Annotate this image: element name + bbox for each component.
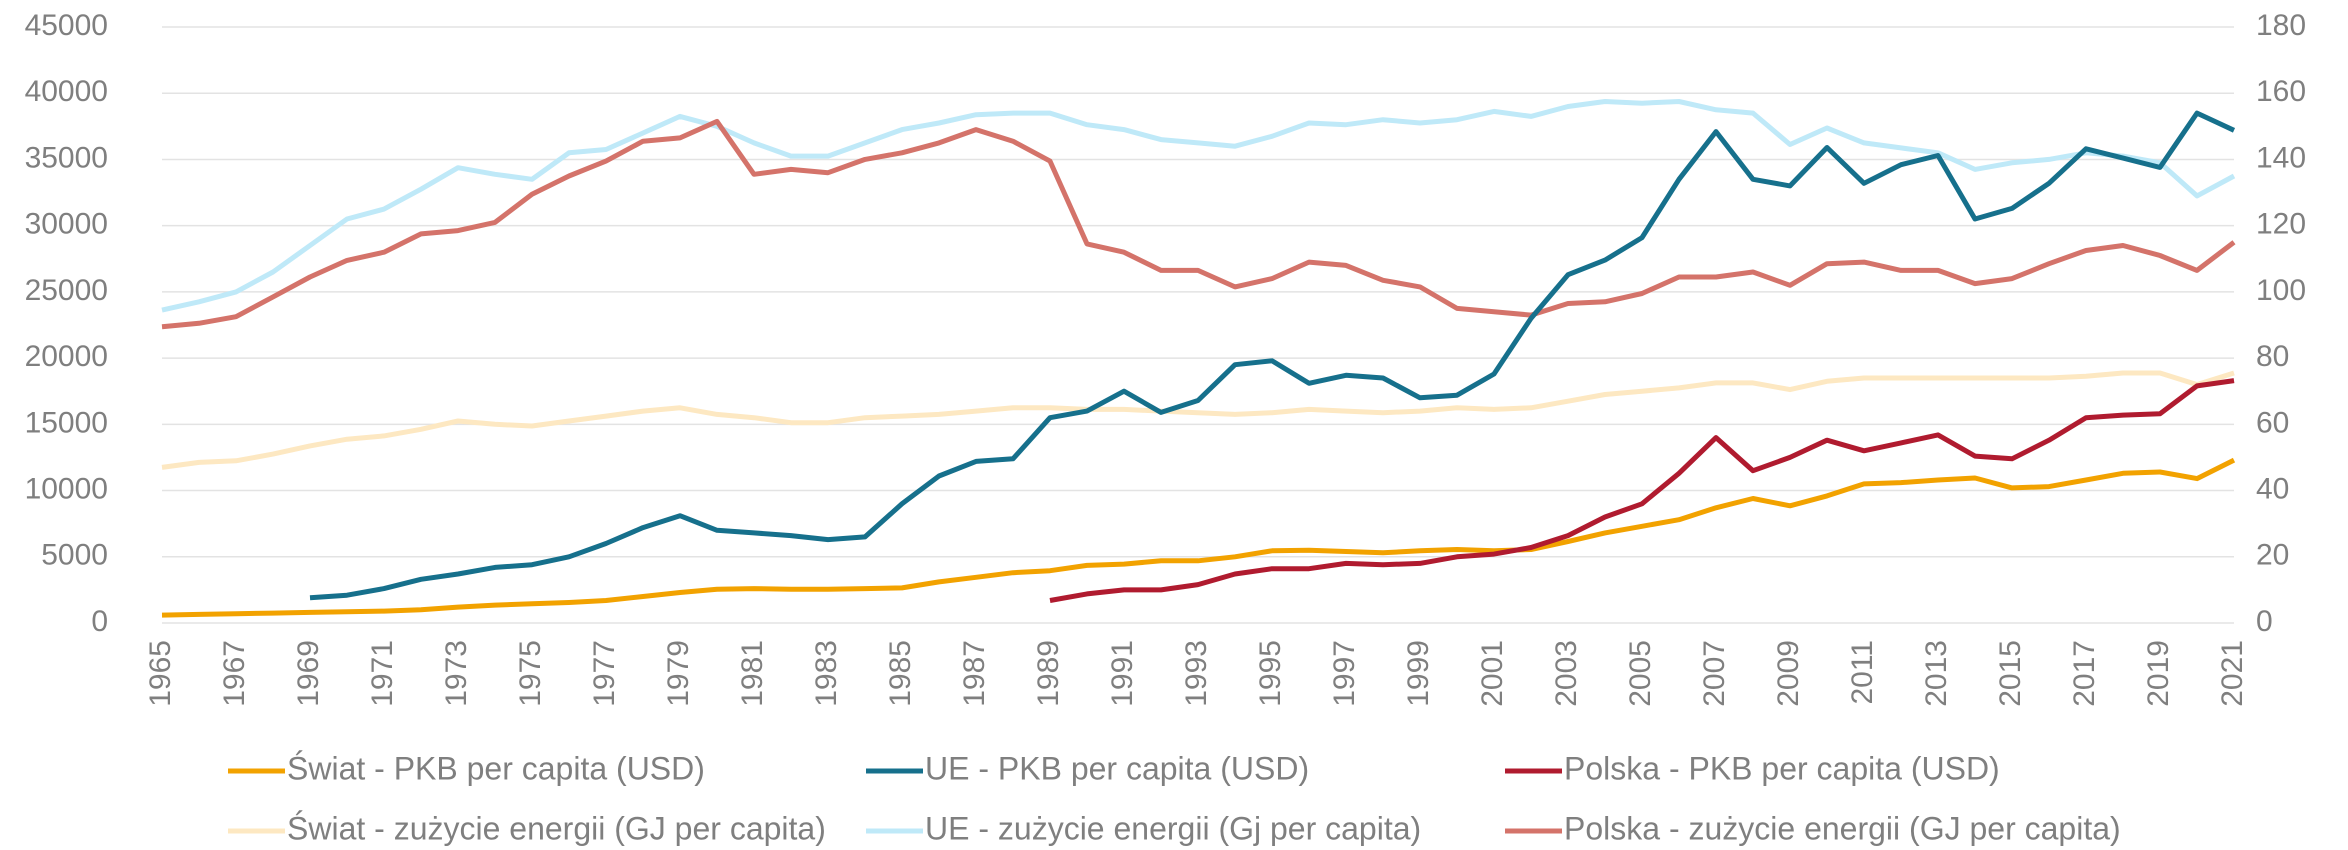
y2-tick-label: 120 <box>2256 208 2306 241</box>
legend-label: UE - PKB per capita (USD) <box>925 750 1309 786</box>
x-tick-label: 1989 <box>1032 640 1065 707</box>
legend: Świat - PKB per capita (USD) UE - PKB per… <box>228 750 2121 846</box>
x-tick-label: 1977 <box>588 640 621 707</box>
x-tick-label: 2009 <box>1772 640 1805 707</box>
x-tick-label: 2021 <box>2216 640 2249 707</box>
y2-tick-label: 100 <box>2256 274 2306 307</box>
y2-tick-label: 160 <box>2256 75 2306 108</box>
x-tick-label: 1965 <box>144 640 177 707</box>
legend-label: Polska - PKB per capita (USD) <box>1564 750 2000 786</box>
y-tick-label: 35000 <box>25 141 108 174</box>
x-tick-label: 1969 <box>292 640 325 707</box>
x-tick-label: 1981 <box>736 640 769 707</box>
x-tick-label: 2011 <box>1846 640 1879 705</box>
x-tick-label: 1975 <box>514 640 547 707</box>
x-tick-label: 2003 <box>1550 640 1583 707</box>
x-tick-label: 2015 <box>1994 640 2027 707</box>
x-tick-label: 1967 <box>218 640 251 707</box>
y2-tick-label: 140 <box>2256 141 2306 174</box>
x-tick-label: 2001 <box>1476 640 1509 707</box>
y-tick-label: 25000 <box>25 274 108 307</box>
x-tick-label: 1995 <box>1254 640 1287 707</box>
x-tick-label: 1985 <box>884 640 917 707</box>
x-tick-label: 1983 <box>810 640 843 707</box>
series-line <box>309 110 2236 601</box>
y-tick-label: 10000 <box>25 472 108 505</box>
series-line <box>161 370 2235 470</box>
y-tick-label: 15000 <box>25 406 108 439</box>
y2-tick-label: 80 <box>2256 340 2289 373</box>
y-tick-label: 0 <box>91 605 108 638</box>
y2-tick-label: 20 <box>2256 539 2289 572</box>
y2-tick-label: 60 <box>2256 406 2289 439</box>
y2-tick-label: 0 <box>2256 605 2273 638</box>
x-tick-label: 1987 <box>958 640 991 707</box>
x-tick-label: 1971 <box>366 640 399 707</box>
y-tick-label: 45000 <box>25 9 108 42</box>
x-tick-label: 2007 <box>1698 640 1731 707</box>
y-tick-label: 40000 <box>25 75 108 108</box>
x-tick-label: 2005 <box>1624 640 1657 707</box>
x-tick-label: 1999 <box>1402 640 1435 707</box>
x-tick-label: 2013 <box>1920 640 1953 707</box>
series-line <box>161 99 2236 313</box>
y-tick-label: 30000 <box>25 208 108 241</box>
x-tick-label: 2017 <box>2068 640 2101 707</box>
series-line <box>1049 378 2235 603</box>
y2-tick-label: 180 <box>2256 9 2306 42</box>
legend-label: Świat - PKB per capita (USD) <box>287 750 705 786</box>
x-tick-label: 2019 <box>2142 640 2175 707</box>
x-tick-label: 1973 <box>440 640 473 707</box>
x-tick-label: 1991 <box>1106 640 1139 707</box>
legend-label: Polska - zużycie energii (GJ per capita) <box>1564 810 2121 846</box>
legend-label: UE - zużycie energii (Gj per capita) <box>925 810 1421 846</box>
series-line <box>161 118 2236 330</box>
series-line <box>161 457 2236 618</box>
x-tick-label: 1979 <box>662 640 695 707</box>
y2-tick-label: 40 <box>2256 472 2289 505</box>
y-tick-label: 20000 <box>25 340 108 373</box>
legend-label: Świat - zużycie energii (GJ per capita) <box>287 810 826 846</box>
x-tick-label: 1993 <box>1180 640 1213 707</box>
x-tick-label: 1997 <box>1328 640 1361 707</box>
y-tick-label: 5000 <box>41 539 108 572</box>
